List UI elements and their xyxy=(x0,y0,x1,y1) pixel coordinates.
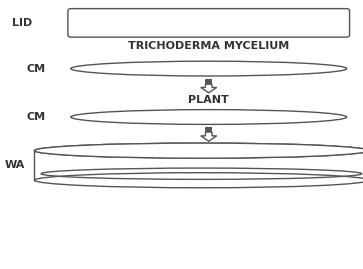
Polygon shape xyxy=(201,132,217,141)
Text: PLANT: PLANT xyxy=(188,95,229,105)
Bar xyxy=(205,127,212,132)
Text: WA: WA xyxy=(4,160,25,171)
Text: CM: CM xyxy=(27,63,46,74)
Bar xyxy=(205,79,212,84)
Text: CM: CM xyxy=(27,112,46,122)
FancyBboxPatch shape xyxy=(68,9,350,37)
Text: LID: LID xyxy=(12,18,32,28)
Ellipse shape xyxy=(34,143,363,158)
Ellipse shape xyxy=(71,61,347,76)
Ellipse shape xyxy=(34,143,363,158)
Bar xyxy=(34,151,363,180)
Ellipse shape xyxy=(34,173,363,188)
Polygon shape xyxy=(201,84,217,93)
Ellipse shape xyxy=(71,110,347,125)
Text: TRICHODERMA MYCELIUM: TRICHODERMA MYCELIUM xyxy=(128,41,289,51)
